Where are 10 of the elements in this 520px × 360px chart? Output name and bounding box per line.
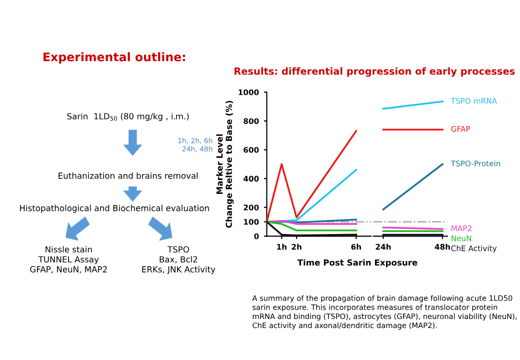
x-axis-title: Time Post Sarin Exposure: [297, 259, 418, 268]
text: TSPO Bax, Bcl2 ERKs, JNK Activity: [142, 246, 216, 274]
text: Nissle stain TUNNEL Assay GFAP, NeuN, MAP2: [30, 246, 107, 274]
line-series: [266, 130, 358, 223]
text: Euthanization and brains removal: [58, 172, 198, 179]
text: Sarin 1LD$_{50}$ (80 mg/kg , i.m.): [67, 112, 189, 122]
y-axis-title: Marker Level Change Reltive to Base (%): [216, 100, 234, 228]
text: Experimental outline:: [44, 52, 186, 64]
text: Histopathological and Biochemical evaluation: [20, 204, 209, 213]
chart-title: Results: differential progression of early processes: [234, 67, 515, 77]
